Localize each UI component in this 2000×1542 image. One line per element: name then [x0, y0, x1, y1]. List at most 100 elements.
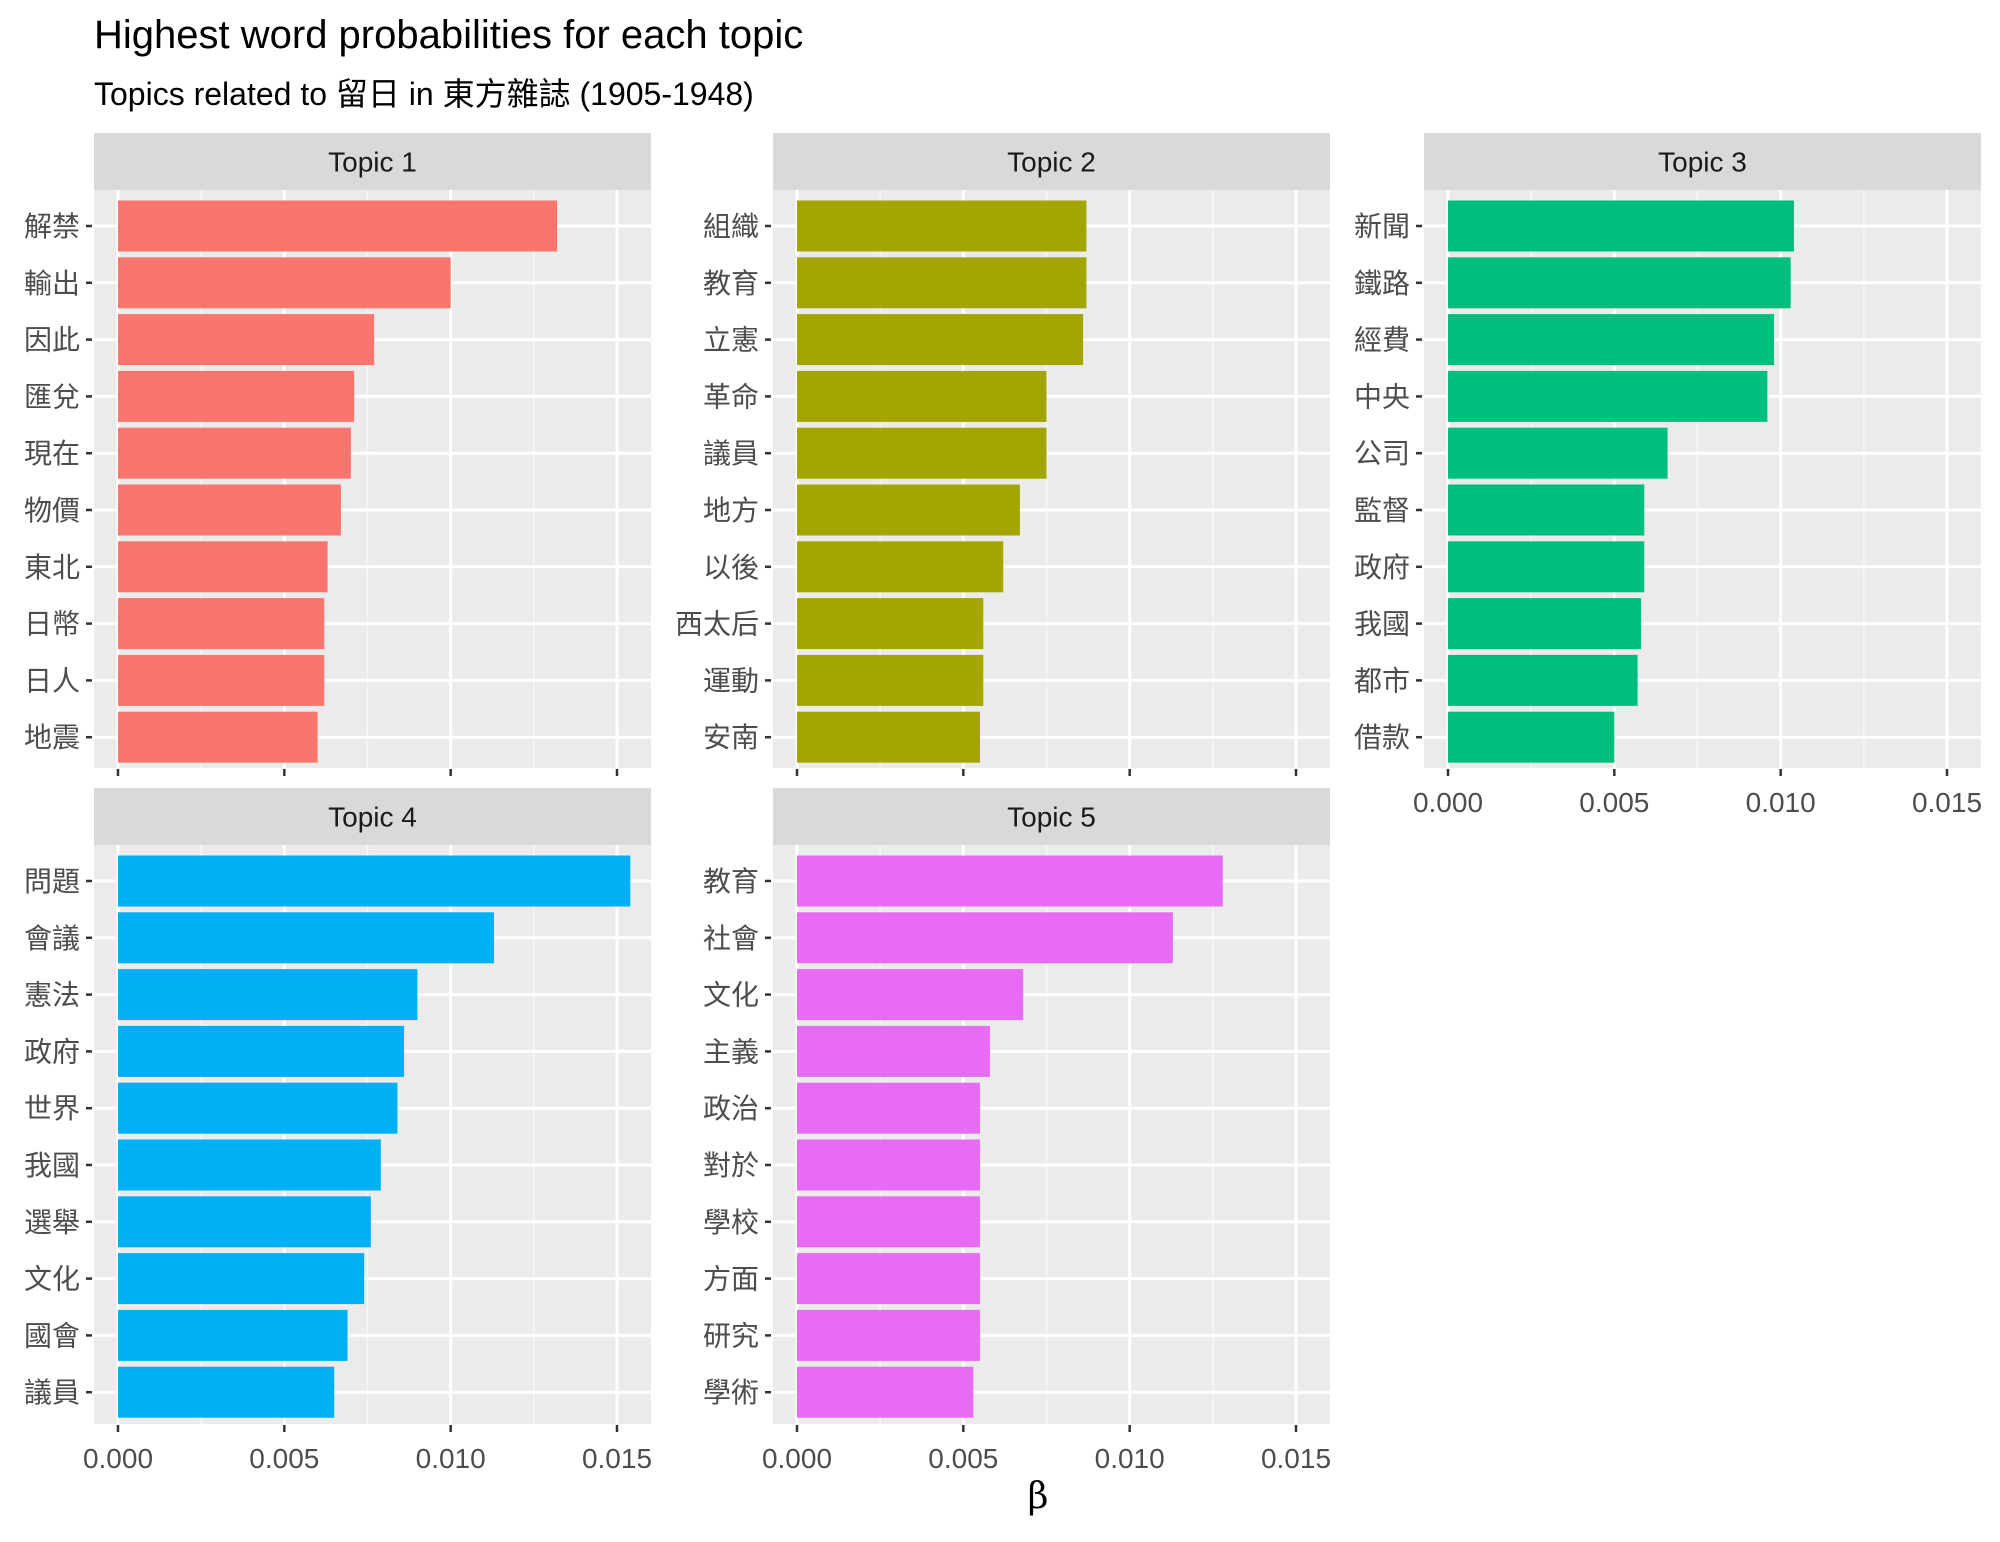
bar-經費	[1448, 314, 1775, 366]
bar-立憲	[797, 314, 1084, 366]
bar-方面	[797, 1253, 980, 1305]
facet-strip	[773, 788, 1330, 845]
x-tick-label: 0.010	[1095, 1443, 1165, 1474]
bar-組織	[797, 200, 1087, 252]
x-tick-label: 0.015	[1912, 787, 1982, 818]
chart-title: Highest word probabilities for each topi…	[94, 13, 803, 57]
y-tick-label: 選舉	[24, 1206, 80, 1239]
y-tick-label: 社會	[703, 922, 759, 955]
y-tick-label: 因此	[24, 324, 80, 357]
y-tick-label: 世界	[24, 1092, 80, 1125]
bar-東北	[118, 541, 328, 593]
y-tick-label: 解禁	[24, 210, 80, 243]
facet-label: Topic 3	[1658, 147, 1747, 178]
y-tick-label: 問題	[24, 865, 80, 898]
bar-文化	[797, 969, 1024, 1021]
bar-匯兌	[118, 370, 355, 422]
y-tick-label: 憲法	[24, 979, 80, 1012]
y-tick-label: 組織	[703, 210, 759, 243]
bar-政治	[797, 1082, 980, 1134]
y-tick-label: 借款	[1354, 721, 1410, 754]
bar-物價	[118, 484, 341, 536]
y-tick-label: 文化	[24, 1263, 80, 1296]
y-tick-label: 會議	[24, 922, 80, 955]
y-tick-label: 以後	[703, 551, 759, 584]
y-tick-label: 教育	[703, 865, 759, 898]
y-tick-label: 政治	[703, 1092, 759, 1125]
y-tick-label: 議員	[24, 1376, 80, 1409]
bar-鐵路	[1448, 257, 1791, 309]
y-tick-label: 我國	[1354, 608, 1410, 641]
bar-監督	[1448, 484, 1645, 536]
y-tick-label: 鐵路	[1354, 267, 1410, 300]
x-tick-label: 0.010	[416, 1443, 486, 1474]
bar-議員	[797, 427, 1047, 479]
bar-世界	[118, 1082, 398, 1134]
x-axis-label: β	[1028, 1476, 1049, 1517]
x-tick-label: 0.005	[249, 1443, 319, 1474]
bar-問題	[118, 855, 631, 907]
y-tick-label: 物價	[24, 494, 80, 527]
y-tick-label: 經費	[1354, 324, 1410, 357]
bar-安南	[797, 711, 980, 763]
bar-國會	[118, 1309, 348, 1361]
bar-因此	[118, 314, 375, 366]
y-tick-label: 輸出	[24, 267, 80, 300]
x-tick-label: 0.000	[762, 1443, 832, 1474]
y-tick-label: 日幣	[24, 608, 80, 641]
bar-學術	[797, 1366, 974, 1418]
y-tick-label: 主義	[703, 1035, 759, 1068]
bar-日幣	[118, 598, 325, 650]
y-tick-label: 監督	[1354, 494, 1410, 527]
facet-label: Topic 5	[1007, 802, 1096, 833]
bar-我國	[1448, 598, 1641, 650]
bar-政府	[1448, 541, 1645, 593]
bar-主義	[797, 1025, 990, 1077]
y-tick-label: 現在	[24, 437, 80, 470]
x-tick-label: 0.010	[1746, 787, 1816, 818]
y-tick-label: 方面	[703, 1263, 759, 1296]
y-tick-label: 新聞	[1354, 210, 1410, 243]
bar-會議	[118, 912, 494, 964]
bar-學校	[797, 1196, 980, 1248]
bar-議員	[118, 1366, 335, 1418]
facet-label: Topic 2	[1007, 147, 1096, 178]
facet-strip	[773, 133, 1330, 190]
chart-subtitle: Topics related to 留日 in 東方雜誌 (1905-1948)	[94, 76, 754, 112]
x-tick-label: 0.000	[83, 1443, 153, 1474]
y-tick-label: 政府	[1354, 551, 1410, 584]
y-tick-label: 學校	[703, 1206, 759, 1239]
y-tick-label: 匯兌	[24, 380, 80, 413]
x-tick-label: 0.000	[1413, 787, 1483, 818]
bar-新聞	[1448, 200, 1794, 252]
facet-label: Topic 4	[328, 802, 417, 833]
bar-憲法	[118, 969, 418, 1021]
y-tick-label: 研究	[703, 1319, 759, 1352]
bar-運動	[797, 654, 984, 706]
facet-strip	[94, 788, 651, 845]
bar-對於	[797, 1139, 980, 1191]
y-tick-label: 中央	[1354, 380, 1410, 413]
y-tick-label: 議員	[703, 437, 759, 470]
x-tick-label: 0.015	[582, 1443, 652, 1474]
bar-日人	[118, 654, 325, 706]
bar-以後	[797, 541, 1004, 593]
y-tick-label: 文化	[703, 979, 759, 1012]
y-tick-label: 運動	[703, 664, 759, 697]
y-tick-label: 國會	[24, 1319, 80, 1352]
y-tick-label: 安南	[703, 721, 759, 754]
y-tick-label: 對於	[703, 1149, 759, 1182]
y-tick-label: 革命	[703, 380, 759, 413]
y-tick-label: 東北	[24, 551, 80, 584]
bar-研究	[797, 1309, 980, 1361]
bar-輸出	[118, 257, 451, 309]
bar-我國	[118, 1139, 381, 1191]
bar-地方	[797, 484, 1020, 536]
bar-社會	[797, 912, 1173, 964]
bar-教育	[797, 855, 1223, 907]
